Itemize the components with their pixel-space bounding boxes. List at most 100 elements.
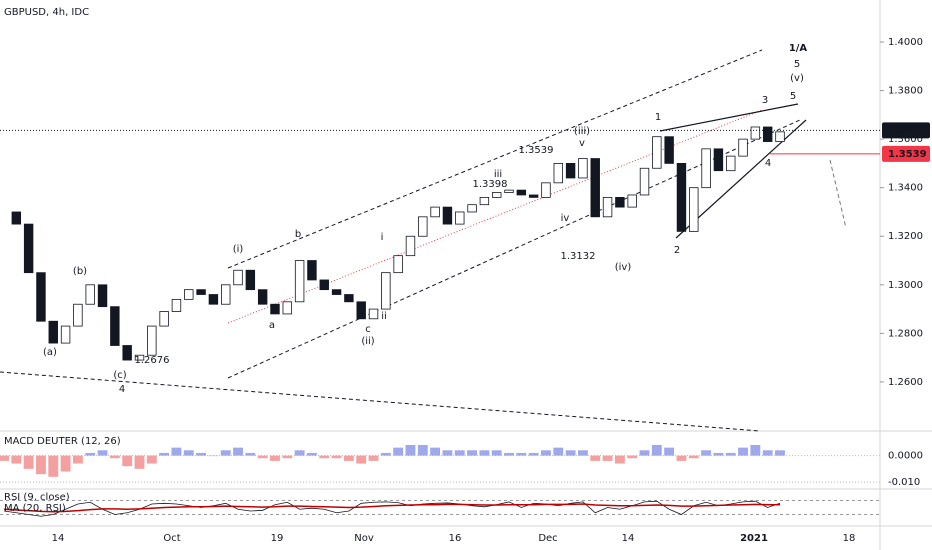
candle [701, 148, 711, 189]
candle [418, 216, 428, 237]
macd-bar [36, 455, 46, 475]
x-tick-label: 2021 [740, 533, 768, 544]
candle [713, 148, 724, 172]
y-tick-label: 1.3000 [888, 280, 923, 291]
candle [479, 196, 490, 206]
candle [676, 163, 687, 232]
candle [578, 158, 588, 179]
macd-bar [48, 455, 59, 477]
price-badge-label: 1.3636 [888, 125, 927, 136]
channel-lines [0, 49, 847, 432]
rsi-line [3, 500, 781, 517]
x-tick-label: Nov [354, 533, 374, 544]
macd-bar [146, 455, 157, 464]
macd-bar [85, 452, 96, 456]
candle [368, 308, 379, 320]
macd-bar [343, 455, 354, 461]
x-tick-label: 19 [271, 533, 284, 544]
price-badge [882, 145, 930, 162]
wave-label: a [269, 320, 275, 331]
macd-bar [356, 455, 367, 464]
wave-label: ii [381, 311, 387, 322]
wave-label: (c) [113, 370, 126, 381]
candle [590, 158, 600, 218]
candle [208, 294, 219, 305]
y-tick-label: 1.3200 [888, 231, 923, 242]
candle [245, 269, 256, 291]
wave-label: (iv) [615, 262, 632, 273]
candle [233, 269, 243, 286]
macd-bar [627, 455, 638, 459]
wave-label: 1.2676 [135, 355, 170, 366]
macd-bar [688, 455, 699, 459]
macd-bar [528, 452, 539, 456]
candle [282, 301, 293, 315]
macd-bar [319, 455, 330, 459]
macd-bar [676, 455, 687, 461]
wave-label: b [295, 229, 301, 240]
x-tick-label: 16 [449, 533, 462, 544]
candle [615, 196, 625, 208]
candle [602, 196, 613, 218]
candle [60, 325, 71, 344]
macd-bar [97, 450, 108, 456]
wave-label: (a) [43, 347, 57, 358]
candle [516, 189, 527, 196]
macd-bar [762, 450, 773, 456]
price-badge [882, 122, 930, 139]
wave-label: (ii) [361, 336, 374, 347]
wave-label: 1/A [789, 43, 808, 54]
candle [23, 223, 34, 274]
candle [491, 192, 502, 198]
candle [257, 289, 268, 305]
candle [48, 320, 58, 344]
macd-bar [0, 455, 9, 461]
candle [639, 167, 650, 196]
macd-bar [454, 450, 465, 456]
macd-bar [171, 447, 182, 456]
macd-bar [220, 450, 231, 456]
macd-bar [442, 450, 453, 456]
macd-bar [72, 455, 83, 464]
candle [221, 284, 231, 305]
rsi-legend: RSI (9, close) [4, 492, 70, 503]
candle [134, 354, 145, 361]
macd-bar [257, 455, 268, 459]
macd-tick-label: -0.010 [888, 477, 920, 488]
wave-label: (i) [233, 244, 244, 255]
candle [467, 204, 477, 213]
macd-bar [270, 455, 280, 461]
candle [319, 279, 329, 291]
wave-label: iii [494, 169, 502, 180]
wave-label: 5 [794, 59, 800, 70]
candle [553, 163, 563, 184]
wave-label: 1.3539 [519, 145, 554, 156]
candle [270, 303, 280, 315]
macd-bar [109, 455, 120, 459]
macd-bar [479, 450, 490, 456]
macd-bar [294, 450, 305, 456]
macd-bar [159, 452, 170, 456]
macd-bar [380, 452, 391, 456]
macd-bar [208, 455, 219, 457]
macd-bar [331, 455, 342, 459]
candle [664, 136, 674, 164]
macd-bar [307, 452, 317, 456]
x-tick-label: Oct [163, 533, 180, 544]
macd-bar [405, 444, 416, 456]
candle [122, 345, 132, 361]
macd-bar [701, 450, 712, 456]
candle [147, 325, 157, 356]
wave-label: i [381, 232, 384, 243]
macd-bar [590, 455, 601, 461]
macd-title: MACD DEUTER (12, 26) [4, 436, 121, 447]
symbol-title: GBPUSD, 4h, IDC [4, 7, 89, 18]
candle [381, 272, 391, 310]
macd-bar [553, 447, 564, 456]
macd-bar [664, 447, 675, 456]
y-tick-label: 1.2800 [888, 328, 923, 339]
rsi-legend: MA (20, RSI) [4, 503, 66, 514]
candle [750, 126, 761, 140]
candle [184, 289, 194, 300]
